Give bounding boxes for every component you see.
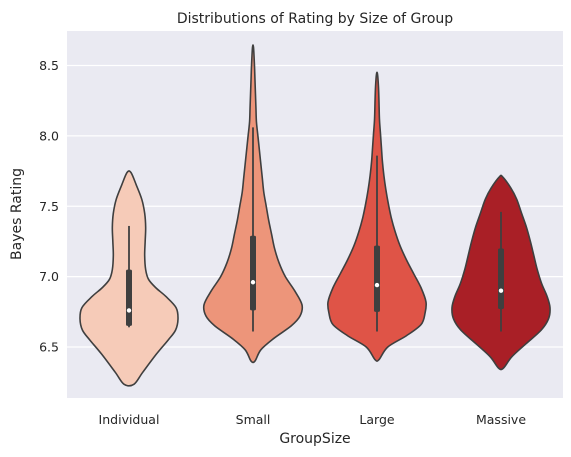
x-tick-label: Massive [476, 412, 526, 427]
x-tick-label: Individual [99, 412, 160, 427]
iqr-box [250, 235, 256, 311]
median-point [250, 280, 256, 285]
y-tick-labels: 6.5 7.0 7.5 8.0 8.5 [39, 58, 59, 355]
x-axis-label: GroupSize [279, 431, 350, 447]
iqr-box [374, 245, 380, 312]
iqr-box [498, 248, 504, 309]
y-tick-label: 8.5 [39, 58, 59, 73]
chart-title: Distributions of Rating by Size of Group [177, 11, 453, 27]
y-axis-label: Bayes Rating [9, 168, 25, 260]
y-tick-label: 7.0 [39, 269, 59, 284]
x-tick-label: Large [359, 412, 394, 427]
y-tick-label: 8.0 [39, 128, 59, 143]
violins [79, 44, 551, 387]
median-point [374, 282, 380, 288]
median-point [126, 308, 132, 313]
x-tick-label: Small [236, 412, 271, 427]
x-tick-labels: Individual Small Large Massive [99, 412, 527, 427]
y-tick-label: 7.5 [39, 199, 59, 214]
y-tick-label: 6.5 [39, 340, 59, 355]
median-point [498, 288, 504, 293]
iqr-box [126, 269, 132, 326]
